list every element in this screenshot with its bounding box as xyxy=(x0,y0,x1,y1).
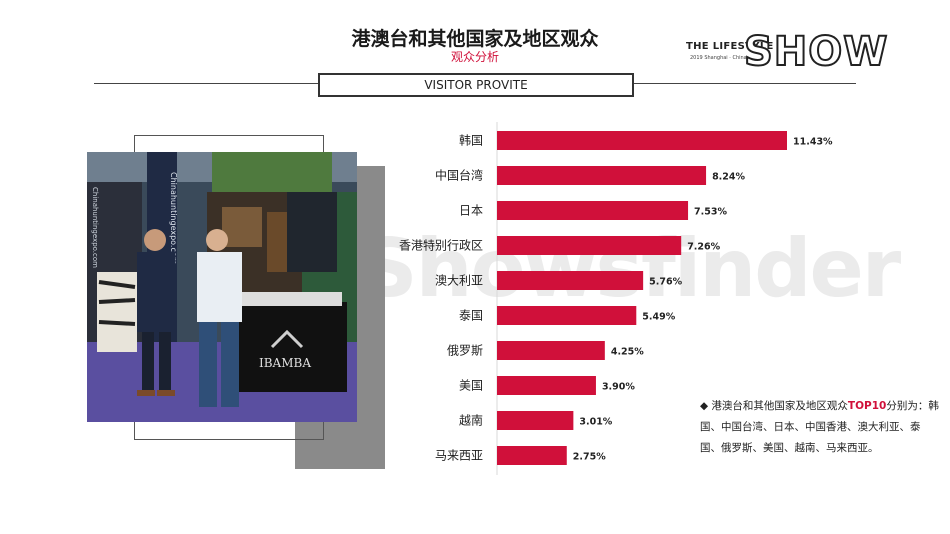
bar xyxy=(497,131,787,150)
value-label: 2.75% xyxy=(573,452,606,463)
category-label: 俄罗斯 xyxy=(447,344,483,358)
value-label: 4.25% xyxy=(611,347,644,358)
category-label: 美国 xyxy=(459,379,483,393)
bar xyxy=(497,376,596,395)
bar xyxy=(497,306,637,325)
bar xyxy=(497,411,574,430)
note-highlight: TOP10 xyxy=(847,400,887,412)
value-label: 3.01% xyxy=(579,417,612,428)
category-label: 中国台湾 xyxy=(435,168,483,183)
category-label: 马来西亚 xyxy=(435,449,483,463)
value-label: 7.53% xyxy=(694,207,727,218)
exhibition-photo: Chinahuntingexpo.com Chinahuntingexpo.co… xyxy=(87,152,357,422)
note-prefix: 港澳台和其他国家及地区观众 xyxy=(711,400,848,412)
bar xyxy=(497,341,605,360)
category-label: 越南 xyxy=(459,413,483,428)
value-label: 8.24% xyxy=(712,172,745,183)
booth-text-2: Chinahuntingexpo.com xyxy=(91,187,99,268)
bar-chart: 韩国 11.43% 中国台湾 8.24% 日本 7.53% 香港特别行政区 7.26% 澳大利亚… xyxy=(399,122,833,475)
category-label: 日本 xyxy=(459,204,483,218)
logo-line2: 2019 Shanghai · China xyxy=(690,55,747,61)
booth-logo-text: IBAMBA xyxy=(259,356,311,370)
booth-photo-illustration: Chinahuntingexpo.com Chinahuntingexpo.co… xyxy=(87,152,357,422)
value-label: 5.49% xyxy=(642,312,675,323)
value-label: 3.90% xyxy=(602,382,635,393)
category-label: 泰国 xyxy=(459,309,483,323)
section-tag: VISITOR PROVITE xyxy=(318,73,634,97)
category-label: 香港特别行政区 xyxy=(399,238,483,253)
bar xyxy=(497,166,707,185)
value-label: 7.26% xyxy=(687,242,720,253)
value-label: 5.76% xyxy=(649,277,682,288)
bar xyxy=(497,271,644,290)
note-suffix: 分别为：韩国、中国台湾、日本、中国香港、澳大利亚、泰国、俄罗斯、美国、越南、马来… xyxy=(700,400,939,454)
category-label: 澳大利亚 xyxy=(435,274,483,288)
logo-line1: THE LIFESTYLE xyxy=(686,41,774,52)
bar xyxy=(497,236,682,255)
bullet-icon: ◆ xyxy=(700,400,709,412)
booth-text-1: Chinahuntingexpo.com xyxy=(169,172,178,265)
logo-brand: SHOW xyxy=(743,29,889,75)
page-title: 港澳台和其他国家及地区观众 xyxy=(351,28,599,50)
summary-note: ◆ 港澳台和其他国家及地区观众TOP10分别为：韩国、中国台湾、日本、中国香港、… xyxy=(700,396,940,459)
bar xyxy=(497,201,689,220)
category-label: 韩国 xyxy=(459,133,483,148)
bar xyxy=(497,446,567,465)
page-subtitle: 观众分析 xyxy=(450,50,499,64)
value-label: 11.43% xyxy=(793,137,833,148)
